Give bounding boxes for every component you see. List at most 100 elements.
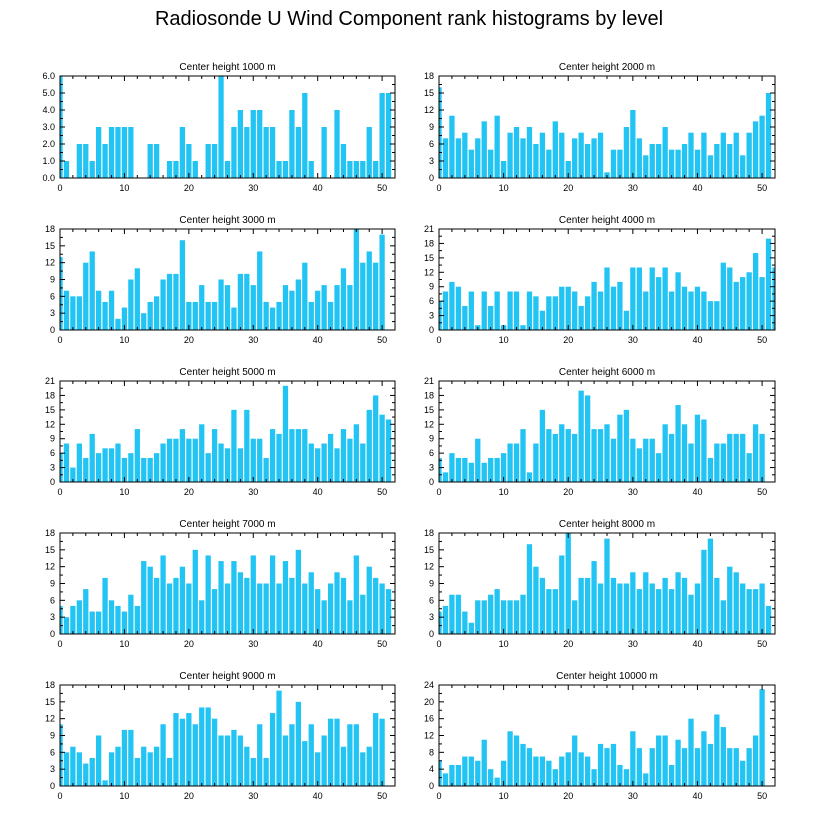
bar <box>263 583 269 634</box>
bar <box>102 144 108 178</box>
x-tick-label: 30 <box>248 639 258 649</box>
x-tick-label: 10 <box>119 487 129 497</box>
bar <box>353 229 359 330</box>
bar <box>269 429 276 482</box>
bar <box>752 121 759 178</box>
bar <box>468 291 474 330</box>
bar <box>257 110 263 178</box>
bar <box>649 144 655 178</box>
bar <box>656 735 662 786</box>
bar <box>282 735 289 786</box>
bar <box>205 707 211 786</box>
y-tick-label: 15 <box>424 253 434 263</box>
bar <box>675 149 681 178</box>
bar <box>366 251 372 330</box>
bar <box>533 296 539 330</box>
x-tick-label: 40 <box>692 487 702 497</box>
y-tick-label: 9 <box>50 275 55 285</box>
bar <box>533 756 539 786</box>
bar <box>173 577 179 634</box>
bar <box>282 561 289 634</box>
bar <box>250 555 256 634</box>
bar <box>96 735 102 786</box>
bar <box>720 600 726 634</box>
bar <box>707 155 714 178</box>
bar <box>108 290 115 330</box>
bar <box>439 87 442 178</box>
bar <box>134 757 140 786</box>
y-tick-label: 3 <box>429 156 434 166</box>
bar <box>199 285 205 330</box>
bar <box>366 566 372 634</box>
bar <box>442 773 449 787</box>
y-tick-label: 8 <box>429 747 434 757</box>
bar <box>373 262 379 330</box>
bar <box>662 735 668 786</box>
bar <box>733 433 739 482</box>
bar <box>192 724 198 786</box>
y-tick-label: 21 <box>424 376 434 386</box>
x-tick-label: 40 <box>313 183 323 193</box>
x-tick-label: 50 <box>757 335 767 345</box>
bar <box>610 438 617 482</box>
x-tick-label: 50 <box>757 791 767 801</box>
x-tick-label: 20 <box>184 639 194 649</box>
bar <box>681 286 688 330</box>
y-tick-label: 18 <box>424 71 434 81</box>
bar <box>604 538 610 634</box>
bar <box>714 443 720 482</box>
bar <box>160 443 166 482</box>
bar <box>115 746 121 786</box>
x-tick-label: 20 <box>563 335 573 345</box>
bar <box>733 132 739 178</box>
y-tick-label: 0 <box>50 477 55 487</box>
bar <box>282 285 289 330</box>
bar <box>572 735 578 786</box>
bar <box>315 589 321 634</box>
bar <box>218 561 224 634</box>
bar <box>604 267 610 330</box>
y-tick-label: 0 <box>50 781 55 791</box>
bar <box>630 572 636 634</box>
x-tick-label: 10 <box>499 487 509 497</box>
bar <box>102 577 108 634</box>
bar <box>442 291 449 330</box>
bar <box>302 93 308 178</box>
bar <box>733 281 739 330</box>
bar <box>353 555 359 634</box>
x-tick-label: 30 <box>628 183 638 193</box>
bar <box>643 291 649 330</box>
bar <box>449 453 455 482</box>
bar <box>636 748 642 787</box>
bar <box>340 577 347 634</box>
bar <box>572 138 578 178</box>
bar <box>552 296 558 330</box>
bar <box>533 566 539 634</box>
x-tick-label: 40 <box>692 183 702 193</box>
bar <box>334 285 340 330</box>
bar <box>141 561 147 634</box>
bar <box>643 773 649 787</box>
bar <box>449 281 455 330</box>
bar <box>701 731 707 786</box>
x-tick-label: 40 <box>692 335 702 345</box>
bar <box>584 296 591 330</box>
bar <box>623 310 630 330</box>
bar <box>688 291 694 330</box>
bar <box>552 769 558 786</box>
bar <box>360 443 366 482</box>
bar <box>63 290 70 330</box>
bar <box>559 555 565 634</box>
bar <box>533 144 539 178</box>
x-tick-label: 0 <box>436 335 441 345</box>
bar <box>694 286 701 330</box>
bar <box>617 149 623 178</box>
x-tick-label: 10 <box>119 183 129 193</box>
bar <box>224 285 231 330</box>
bar <box>617 764 623 786</box>
x-tick-label: 10 <box>119 335 129 345</box>
bar <box>455 457 462 482</box>
bar <box>315 752 321 786</box>
bar <box>308 724 314 786</box>
bar <box>617 281 623 330</box>
